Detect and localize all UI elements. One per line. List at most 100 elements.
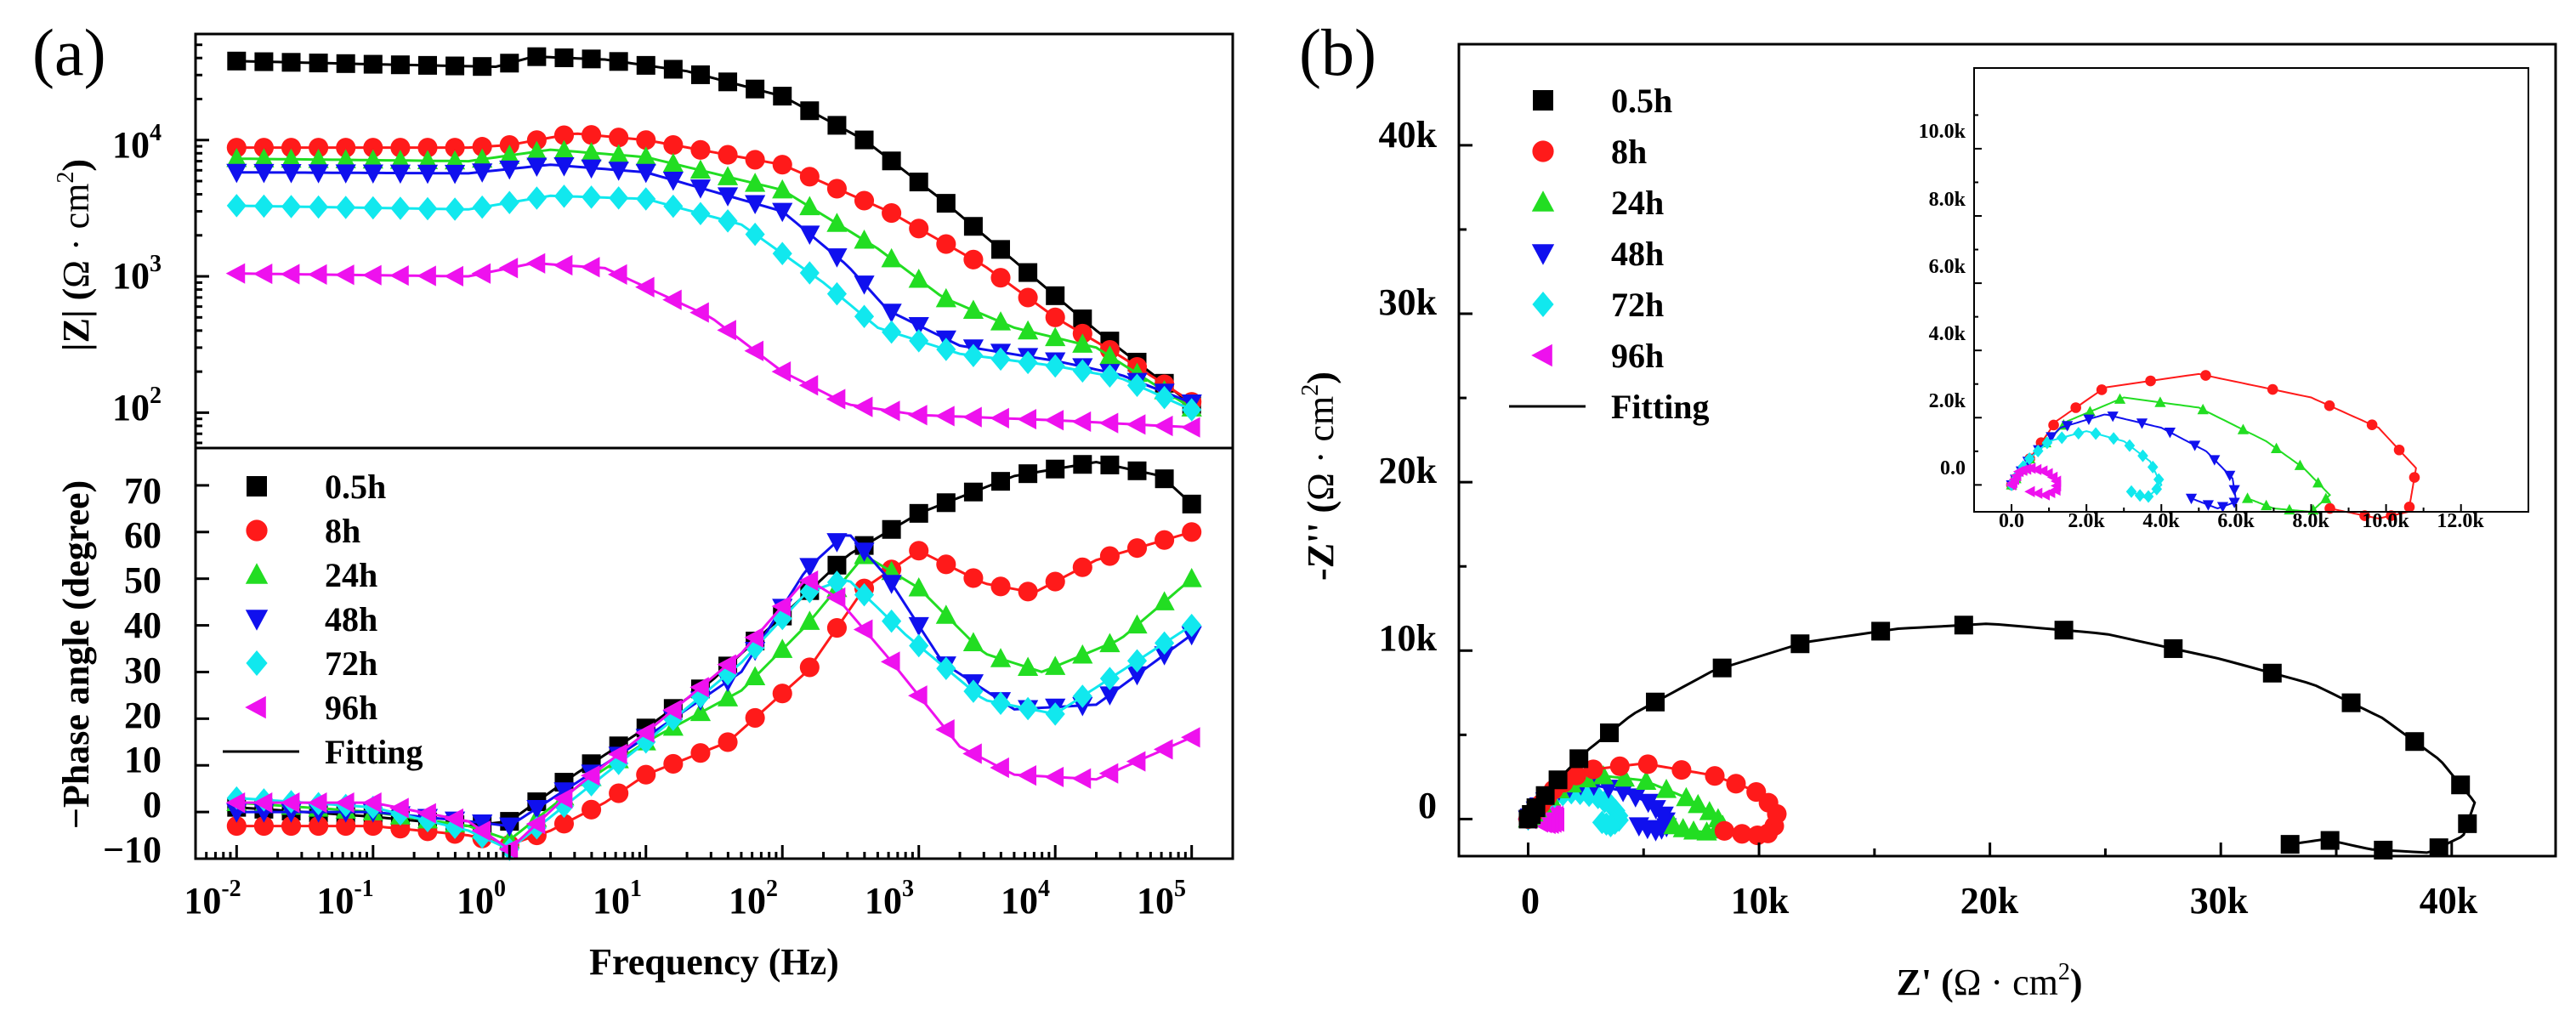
ytick-label: 2.0k [1929, 390, 1966, 412]
data-point-8h [772, 155, 792, 175]
data-point-24h [2237, 423, 2250, 434]
data-point-0.5h [2164, 638, 2183, 658]
data-point-0.5h [2280, 835, 2300, 854]
data-point-48h [854, 542, 875, 562]
bode-modulus-ticks [196, 32, 209, 445]
data-point-8h [2200, 370, 2211, 381]
data-point-8h [909, 541, 929, 561]
data-point-0.5h [445, 56, 465, 76]
legend-marker-8h [1532, 140, 1554, 162]
data-point-72h [2125, 485, 2137, 498]
bode-phase-ytick-labels: −10 0 10 20 30 40 50 60 70 [103, 470, 162, 871]
data-point-24h [826, 213, 848, 232]
legend-marker-96h [245, 695, 266, 719]
data-point-24h [362, 149, 383, 169]
data-point-72h [1155, 385, 1175, 410]
fit-line-0.5h [236, 460, 1193, 828]
data-point-8h [1705, 766, 1725, 786]
xtick-label: 10-1 [316, 876, 373, 922]
data-point-0.5h [991, 472, 1011, 491]
data-point-96h [1126, 414, 1146, 435]
data-point-96h [553, 788, 573, 809]
data-point-8h [226, 816, 247, 837]
ytick-label: 0 [143, 784, 162, 826]
data-point-72h [445, 197, 465, 221]
data-point-8h [253, 138, 274, 158]
data-point-24h [2197, 403, 2209, 415]
fit-line-0.5h [236, 55, 1193, 406]
data-point-8h [799, 657, 820, 678]
inset-ytick-labels: 0.0 2.0k 4.0k 6.0k 8.0k 10.0k [1919, 121, 1966, 479]
data-point-24h [935, 604, 956, 624]
data-point-96h [580, 257, 600, 278]
data-point-72h [2137, 449, 2148, 462]
data-point-0.5h [882, 519, 901, 539]
data-point-0.5h [1182, 494, 1201, 514]
data-point-72h [2134, 489, 2146, 502]
data-point-72h [1099, 667, 1120, 690]
xtick-label: 101 [593, 876, 642, 922]
data-point-24h [499, 145, 520, 164]
data-point-96h [689, 302, 709, 323]
data-point-0.5h [2374, 840, 2393, 860]
data-point-72h [936, 338, 956, 361]
data-point-72h [2142, 490, 2154, 503]
data-point-0.5h [609, 52, 628, 71]
data-point-96h [335, 264, 355, 286]
legend-marker-0.5h [1533, 90, 1553, 111]
bode-phase-xlabel: Frequency (Hz) [589, 941, 839, 983]
data-point-0.5h [1535, 786, 1555, 805]
data-point-8h [2409, 472, 2420, 483]
legend-label-8h: 8h [325, 512, 360, 550]
ytick-label: 50 [124, 559, 162, 601]
data-point-24h [2294, 459, 2306, 470]
data-point-72h [799, 261, 820, 285]
legend-marker-48h [245, 610, 269, 631]
data-point-8h [582, 125, 602, 145]
data-point-24h [854, 229, 875, 249]
bode-modulus-ylabel: |Z| (Ω · cm2) [53, 159, 97, 351]
data-point-0.5h [2451, 775, 2471, 795]
legend-marker-72h [246, 650, 268, 676]
data-point-0.5h [882, 151, 901, 171]
xtick-label: 8.0k [2292, 510, 2329, 532]
xtick-label: 105 [1137, 876, 1186, 922]
data-point-24h [1045, 655, 1066, 675]
data-point-96h [771, 361, 792, 383]
ytick-label: 30k [1379, 281, 1438, 323]
data-point-24h [444, 150, 466, 170]
legend-marker-8h [246, 519, 268, 542]
data-point-8h [1671, 760, 1692, 780]
data-point-96h [2024, 485, 2035, 497]
legend-marker-24h [245, 563, 269, 584]
data-point-48h [2202, 500, 2214, 511]
legend-label-72h: 72h [325, 644, 377, 683]
data-point-8h [472, 137, 492, 157]
data-point-8h [2070, 402, 2081, 413]
data-point-48h [799, 225, 820, 245]
data-point-8h [609, 783, 629, 803]
data-point-0.5h [554, 48, 574, 68]
data-point-8h [990, 268, 1011, 288]
data-point-48h [881, 575, 902, 594]
data-point-96h [2020, 463, 2032, 475]
ytick-label: 40k [1379, 114, 1438, 156]
data-point-0.5h [2458, 814, 2477, 833]
data-point-8h [1072, 557, 1092, 577]
data-point-48h [826, 533, 848, 553]
xtick-label: 10k [1731, 880, 1790, 922]
data-point-0.5h [690, 65, 710, 84]
data-point-72h [2153, 473, 2165, 486]
nyquist-frame [1457, 43, 2557, 858]
data-point-96h [1153, 739, 1173, 760]
data-point-72h [336, 196, 356, 219]
data-point-8h [636, 764, 656, 785]
data-point-24h [2270, 442, 2283, 453]
data-point-0.5h [909, 503, 928, 523]
data-point-96h [717, 320, 736, 341]
data-point-72h [854, 582, 875, 607]
data-point-0.5h [281, 53, 301, 72]
data-point-96h [744, 340, 764, 361]
data-point-0.5h [336, 54, 355, 73]
